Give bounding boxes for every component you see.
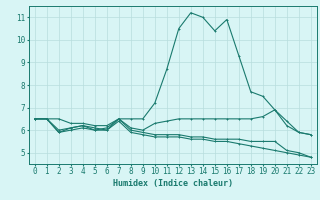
X-axis label: Humidex (Indice chaleur): Humidex (Indice chaleur) bbox=[113, 179, 233, 188]
